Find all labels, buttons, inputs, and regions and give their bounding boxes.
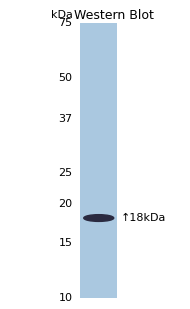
Ellipse shape [84,215,114,221]
Text: Western Blot: Western Blot [74,9,154,22]
Text: 10: 10 [59,294,73,303]
Bar [80,23,117,298]
Text: 50: 50 [59,73,73,83]
Text: 25: 25 [58,168,73,178]
Text: 75: 75 [58,18,73,28]
Text: ↑18kDa: ↑18kDa [121,213,167,223]
Text: 15: 15 [59,238,73,248]
Text: 37: 37 [58,114,73,125]
Text: 20: 20 [58,199,73,209]
Text: kDa: kDa [51,10,73,20]
